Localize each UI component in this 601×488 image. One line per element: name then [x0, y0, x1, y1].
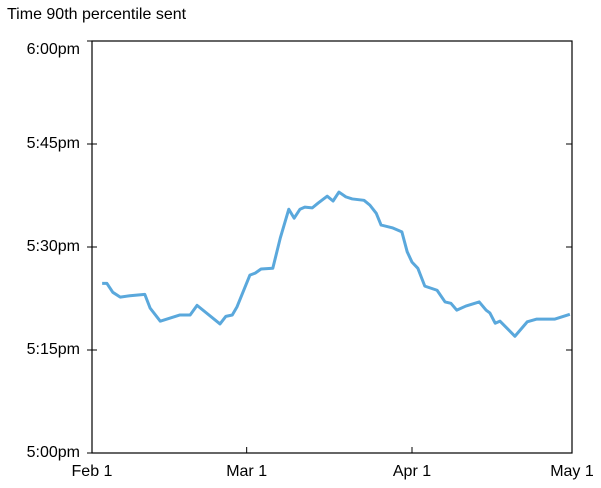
- x-tick-label: Apr 1: [393, 463, 431, 480]
- x-tick-label: Feb 1: [72, 463, 113, 480]
- data-line: [102, 190, 571, 338]
- y-tick-label: 5:30pm: [27, 238, 80, 255]
- y-tick-label: 6:00pm: [27, 41, 80, 58]
- y-tick-label: 5:15pm: [27, 341, 80, 358]
- y-tick-label: 5:00pm: [27, 444, 80, 461]
- plot-frame: [91, 40, 573, 454]
- x-tick-label: Mar 1: [226, 463, 267, 480]
- x-tick-label: May 1: [550, 463, 594, 480]
- y-tick-label: 5:45pm: [27, 135, 80, 152]
- chart-title: Time 90th percentile sent: [7, 6, 187, 23]
